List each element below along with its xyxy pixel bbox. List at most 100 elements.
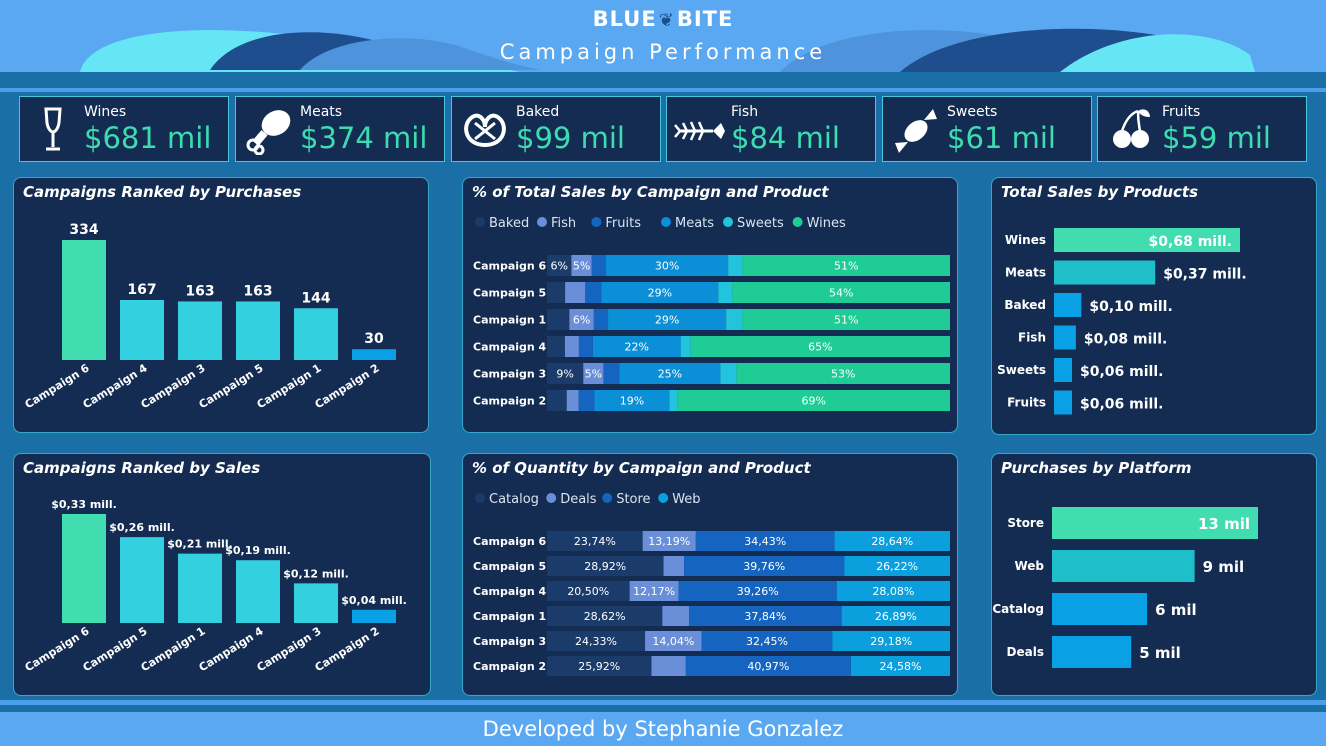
kpi-value: $84 mil	[731, 121, 840, 155]
panel-purchases: Campaigns Ranked by Purchases 334 Campaig…	[13, 177, 429, 433]
segment-label: 5%	[573, 260, 590, 273]
segment-label: 51%	[834, 314, 858, 327]
bar-segment	[832, 631, 950, 651]
bar-segment	[695, 531, 835, 551]
segment-label: 51%	[834, 260, 858, 273]
segment-label: 6%	[550, 260, 567, 273]
category-label: Web	[1014, 559, 1044, 573]
bar-segment	[547, 390, 567, 411]
bar	[352, 609, 396, 623]
category-label: Campaign 5	[81, 625, 150, 675]
bar-segment	[601, 282, 719, 303]
bar-segment	[585, 282, 602, 303]
category-label: Campaign 2	[473, 395, 546, 408]
bar	[1052, 636, 1132, 668]
header-banner: BLUE ❦BITE Campaign Performance	[0, 0, 1326, 82]
kpi-card-baked: Baked $99 mil	[451, 96, 661, 162]
panel-title: Campaigns Ranked by Purchases	[23, 183, 302, 201]
bar-segment	[547, 581, 630, 601]
bar	[1052, 550, 1195, 582]
bar	[1054, 228, 1240, 252]
segment-label: 14,04%	[652, 635, 694, 648]
kpi-card-sweets: Sweets $61 mil	[882, 96, 1092, 162]
segment-label: 25,92%	[578, 660, 620, 673]
category-label: Campaign 3	[473, 635, 546, 648]
pretzel-icon	[464, 113, 506, 148]
segment-label: 5%	[585, 368, 602, 381]
data-label: 163	[243, 283, 272, 299]
bar	[1054, 358, 1072, 382]
purchases-bar-chart: 334 Campaign 6 167 Campaign 4 163 Campaign 3 1…	[23, 222, 396, 411]
data-label: $0,04 mill.	[341, 594, 407, 607]
bar-segment	[591, 255, 607, 276]
bar	[1054, 390, 1072, 415]
bar-segment	[547, 255, 572, 276]
segment-label: 29%	[648, 287, 672, 300]
category-label: Campaign 1	[473, 610, 546, 623]
bar-segment	[663, 556, 685, 576]
category-label: Fish	[1018, 331, 1046, 345]
pct-sales-stacked-chart: Baked Fish Fruits Meats Sweets Wines Campaign …	[473, 216, 950, 411]
bar	[178, 301, 222, 360]
kpi-card-wines: Wines $681 mil	[19, 96, 229, 162]
kpi-label: Fruits	[1162, 104, 1201, 120]
legend-label: Catalog	[489, 492, 539, 507]
category-label: Campaign 6	[473, 535, 547, 548]
bar-segment	[547, 363, 584, 384]
category-label: Store	[1007, 516, 1044, 530]
category-label: Campaign 3	[473, 368, 546, 381]
data-label: $0,26 mill.	[109, 521, 175, 534]
segment-label: 25%	[658, 368, 682, 381]
panel-title: Total Sales by Products	[1001, 183, 1199, 201]
data-label: 6 mil	[1155, 601, 1197, 619]
bar-segment	[603, 363, 620, 384]
data-label: $0,08 mill.	[1084, 332, 1167, 348]
segment-label: 39,76%	[743, 560, 785, 573]
bar-segment	[592, 336, 681, 357]
kpi-value: $681 mil	[84, 121, 212, 155]
segment-label: 6%	[573, 314, 590, 327]
segment-label: 13,19%	[648, 535, 690, 548]
leaf-icon: ❦	[658, 10, 675, 31]
cherries-icon	[1113, 109, 1150, 148]
category-label: Campaign 6	[473, 260, 547, 273]
category-label: Campaign 5	[473, 287, 546, 300]
panel-title: % of Total Sales by Campaign and Product	[472, 183, 829, 201]
legend-label: Web	[672, 492, 700, 507]
products-bar-chart: Wines $0,68 mill. Meats $0,37 mill. Baked $0,…	[997, 228, 1247, 415]
bar-segment	[742, 309, 950, 330]
data-label: $0,33 mill.	[51, 498, 117, 511]
bar-segment	[569, 309, 594, 330]
category-label: Campaign 6	[23, 361, 92, 411]
segment-label: 69%	[801, 395, 825, 408]
legend-label: Meats	[675, 216, 714, 231]
bar	[1054, 293, 1082, 317]
panel-title: % of Quantity by Campaign and Product	[472, 459, 811, 477]
bar-segment	[850, 656, 950, 676]
legend-label: Deals	[560, 492, 597, 507]
legend-marker	[475, 493, 485, 503]
panel-pct-qty: % of Quantity by Campaign and Product Ca…	[462, 453, 958, 696]
bar-segment	[844, 556, 950, 576]
bar-segment	[736, 363, 950, 384]
bar-segment	[726, 309, 743, 330]
data-label: 9 mil	[1203, 558, 1245, 576]
bar-segment	[720, 363, 737, 384]
kpi-card-fruits: Fruits $59 mil	[1097, 96, 1307, 162]
segment-label: 39,26%	[737, 585, 779, 598]
bar-segment	[565, 282, 586, 303]
bar	[1054, 260, 1156, 285]
bar-segment	[689, 606, 842, 626]
segment-label: 53%	[831, 368, 855, 381]
bar-segment	[680, 336, 691, 357]
segment-label: 30%	[655, 260, 679, 273]
data-label: 144	[301, 290, 330, 306]
bar	[352, 349, 396, 360]
kpi-value: $99 mil	[516, 121, 625, 155]
bar	[236, 301, 280, 360]
legend-label: Wines	[807, 216, 846, 231]
meat-leg-icon	[246, 110, 291, 155]
panel-pct-sales: % of Total Sales by Campaign and Product…	[462, 177, 958, 433]
category-label: Campaign 2	[313, 625, 382, 675]
page-title: Campaign Performance	[499, 40, 827, 64]
